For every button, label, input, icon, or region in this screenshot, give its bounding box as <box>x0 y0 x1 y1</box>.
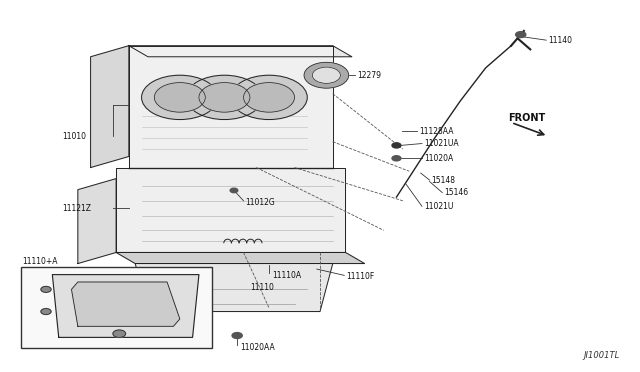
Text: 11110A: 11110A <box>272 271 301 280</box>
Polygon shape <box>52 275 199 337</box>
Circle shape <box>199 83 250 112</box>
Circle shape <box>304 62 349 88</box>
Circle shape <box>392 156 401 161</box>
Circle shape <box>41 309 51 314</box>
Text: 15148: 15148 <box>431 176 456 185</box>
Polygon shape <box>91 46 129 167</box>
Polygon shape <box>129 46 333 167</box>
FancyBboxPatch shape <box>20 267 212 349</box>
Circle shape <box>141 75 218 119</box>
Circle shape <box>41 286 51 292</box>
Text: JI1001TL: JI1001TL <box>583 350 620 359</box>
Circle shape <box>230 188 238 193</box>
Circle shape <box>244 83 294 112</box>
Text: 12279: 12279 <box>357 71 381 80</box>
Circle shape <box>113 330 125 337</box>
Polygon shape <box>72 282 180 326</box>
Text: 11020AA: 11020AA <box>241 343 275 352</box>
Circle shape <box>231 75 307 119</box>
Text: 11128A: 11128A <box>47 291 76 299</box>
Polygon shape <box>129 46 352 57</box>
Text: 11110+A: 11110+A <box>22 257 58 266</box>
Text: 11012G: 11012G <box>245 198 275 207</box>
Polygon shape <box>78 179 116 263</box>
Text: 15146: 15146 <box>444 188 468 197</box>
Circle shape <box>516 32 526 38</box>
Text: 11020A: 11020A <box>424 154 453 163</box>
Circle shape <box>186 75 262 119</box>
Text: 11121Z: 11121Z <box>62 203 91 213</box>
Text: 11110F: 11110F <box>346 272 374 281</box>
Text: 11128: 11128 <box>56 279 79 288</box>
Circle shape <box>232 333 243 339</box>
Circle shape <box>312 67 340 83</box>
Polygon shape <box>116 167 346 253</box>
Circle shape <box>154 83 205 112</box>
Text: 11021U: 11021U <box>424 202 453 211</box>
Text: 11140: 11140 <box>548 36 572 45</box>
Text: 11010: 11010 <box>62 132 86 141</box>
Polygon shape <box>135 263 333 311</box>
Text: FRONT: FRONT <box>508 113 545 123</box>
Polygon shape <box>116 253 365 263</box>
Circle shape <box>392 143 401 148</box>
Text: 11110: 11110 <box>250 283 274 292</box>
Text: 11128AA: 11128AA <box>419 127 453 136</box>
Text: 11021UA: 11021UA <box>424 139 458 148</box>
